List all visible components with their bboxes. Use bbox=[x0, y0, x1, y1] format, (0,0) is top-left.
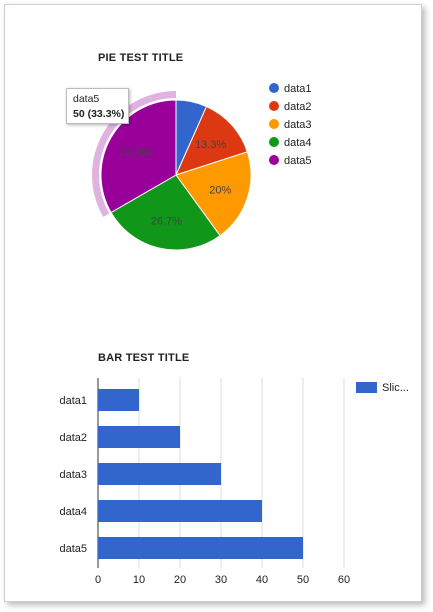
pie-legend-marker-data5 bbox=[269, 155, 279, 165]
pie-legend-label-data2: data2 bbox=[284, 101, 312, 113]
bar-legend-label: Slic... bbox=[382, 382, 409, 394]
bar-category-label-data4: data4 bbox=[59, 506, 87, 518]
bar-x-tick-label: 10 bbox=[133, 574, 145, 586]
pie-legend-marker-data1 bbox=[269, 83, 279, 93]
pie-slice-data4[interactable] bbox=[110, 174, 221, 251]
bar-x-tick-label: 40 bbox=[256, 574, 268, 586]
bar-category-label-data1: data1 bbox=[59, 395, 87, 407]
pie-legend-label-data1: data1 bbox=[284, 83, 312, 95]
pie-slice-label-data3: 20% bbox=[209, 184, 231, 196]
tooltip-value: 50 (33.3%) bbox=[73, 108, 125, 120]
bar-data3[interactable] bbox=[98, 463, 221, 485]
pie-legend-marker-data3 bbox=[269, 119, 279, 129]
bar-data2[interactable] bbox=[98, 426, 180, 448]
bar-x-tick-label: 0 bbox=[95, 574, 101, 586]
bar-x-tick-label: 60 bbox=[338, 574, 350, 586]
pie-slice-data3[interactable] bbox=[175, 151, 252, 237]
bar-chart-title: BAR TEST TITLE bbox=[98, 352, 190, 364]
tooltip-label: data5 bbox=[73, 93, 100, 105]
bar-data5[interactable] bbox=[98, 537, 303, 559]
bar-category-label-data5: data5 bbox=[59, 543, 87, 555]
bar-data1[interactable] bbox=[98, 389, 139, 411]
bar-data4[interactable] bbox=[98, 500, 262, 522]
pie-legend-label-data3: data3 bbox=[284, 119, 312, 131]
pie-legend-marker-data2 bbox=[269, 101, 279, 111]
pie-tooltip: data5 50 (33.3%) bbox=[66, 88, 129, 124]
pie-legend-label-data5: data5 bbox=[284, 155, 312, 167]
pie-slice-label-data2: 13.3% bbox=[195, 139, 226, 151]
pie-legend-label-data4: data4 bbox=[284, 137, 312, 149]
pie-slice-data5[interactable] bbox=[100, 99, 177, 214]
bar-x-tick-label: 30 bbox=[215, 574, 227, 586]
pie-legend-marker-data4 bbox=[269, 137, 279, 147]
bar-x-tick-label: 50 bbox=[297, 574, 309, 586]
bar-category-label-data2: data2 bbox=[59, 432, 87, 444]
bar-category-label-data3: data3 bbox=[59, 469, 87, 481]
bar-x-tick-label: 20 bbox=[174, 574, 186, 586]
bar-legend-marker bbox=[356, 382, 377, 393]
pie-chart-title: PIE TEST TITLE bbox=[98, 52, 184, 64]
pie-slice-data2[interactable] bbox=[175, 105, 248, 176]
pie-slice-label-data4: 26.7% bbox=[151, 215, 182, 227]
pie-slice-label-data5: 33.3% bbox=[120, 147, 151, 159]
